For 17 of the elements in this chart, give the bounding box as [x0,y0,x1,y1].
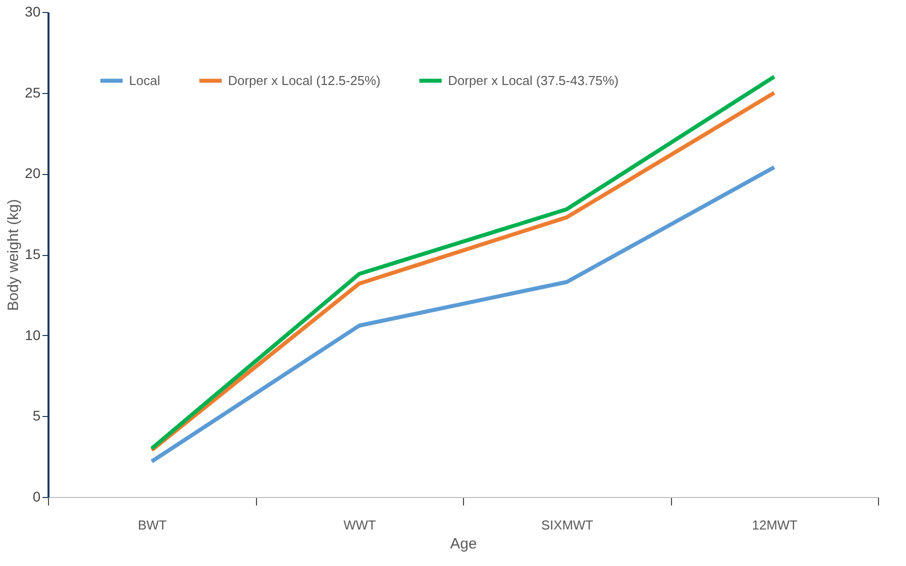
x-tick-label: BWT [138,518,167,532]
x-tick-label: WWT [344,518,376,532]
y-tick-label: 15 [24,246,41,262]
x-tick-label: SIXMWT [541,518,594,532]
legend-label: Local [129,72,160,88]
legend-label: Dorper x Local (37.5-43.75%) [448,72,619,88]
y-tick-label: 0 [32,488,41,504]
x-tick-label: 12MWT [752,518,798,532]
y-tick-label: 20 [24,165,41,182]
line-series [150,165,776,464]
legend-label: Dorper x Local (12.5-25%) [228,72,380,88]
y-axis-title: Body weight (kg) [4,199,22,311]
y-tick-label: 30 [24,4,41,20]
x-axis-title: Age [450,536,477,552]
y-tick-label: 10 [24,326,41,343]
y-tick-label: 5 [32,408,41,424]
y-tick-label: 25 [24,84,41,100]
